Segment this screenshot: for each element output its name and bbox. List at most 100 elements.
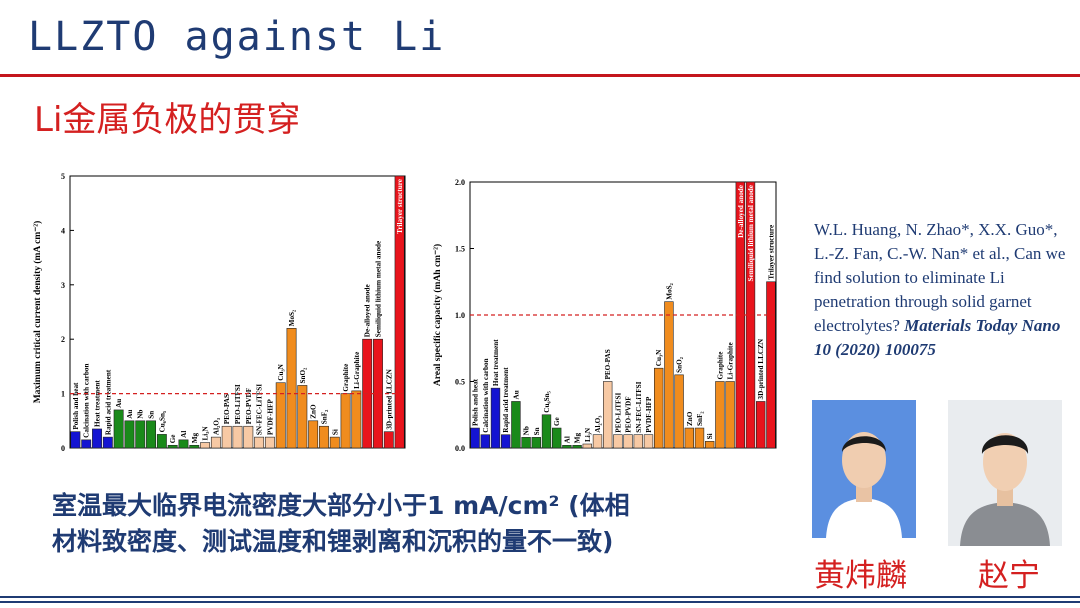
- bar: [470, 427, 480, 449]
- bar: [705, 441, 715, 449]
- bar: [221, 425, 232, 449]
- bar-label: SN-FEC-LiTFSI: [635, 381, 643, 432]
- bar-label: Trilayer structure: [767, 225, 775, 280]
- bar: [654, 367, 664, 449]
- bar: [70, 431, 81, 449]
- bar: [113, 409, 124, 449]
- bar-label: PVDF-HFP: [266, 399, 274, 436]
- bar-label: De-alloyed anode: [364, 284, 372, 337]
- y-tick-label: 5: [61, 172, 65, 181]
- bar: [286, 328, 297, 449]
- bar-label: Nb: [137, 410, 145, 419]
- slide-title: LLZTO against Li: [28, 14, 446, 60]
- bar: [264, 436, 275, 449]
- bar: [92, 428, 102, 449]
- bar-label: Au: [512, 390, 520, 399]
- bar-label: Mg: [191, 432, 199, 443]
- bar-label: Ge: [553, 417, 561, 426]
- bar-label: Sn: [533, 427, 541, 435]
- bar-label: Si: [331, 429, 339, 435]
- bar-label: Semiliquid lithium metal anode: [374, 241, 382, 337]
- bar-label: Ge: [169, 434, 177, 443]
- bar-label: Li-Graphite: [353, 352, 361, 389]
- y-tick-label: 2: [61, 335, 65, 344]
- bar-label: Graphite: [342, 364, 350, 392]
- bar-label: SnO₂: [676, 357, 684, 373]
- bar-label: Li-Graphite: [727, 342, 735, 379]
- title-divider: [0, 74, 1080, 77]
- bar-label: ZnO: [310, 404, 318, 419]
- bar-label: Cu₃N: [655, 349, 663, 366]
- bar: [178, 439, 189, 449]
- bar-label: MoS₂: [288, 310, 296, 327]
- bar-label: Rapid acid treatment: [104, 369, 112, 435]
- bar: [254, 436, 265, 449]
- bar: [541, 414, 552, 449]
- bar: [664, 301, 674, 449]
- bar-label: Heat treatment: [94, 380, 102, 427]
- y-tick-label: 0.0: [455, 444, 465, 453]
- bar-label: 3D-printed LLCZN: [385, 368, 393, 429]
- portrait-photo-2: [948, 400, 1062, 546]
- bar: [582, 443, 592, 449]
- bar: [756, 401, 766, 449]
- bar: [613, 434, 623, 449]
- bar: [275, 382, 286, 449]
- bar-label: Polish and heat: [72, 382, 80, 430]
- bar-label: Trilayer structure: [396, 179, 404, 234]
- conclusion-text: 室温最大临界电流密度大部分小于1 mA/cm² (体相 材料致密度、测试温度和锂…: [52, 488, 792, 560]
- y-tick-label: 2.0: [455, 178, 465, 187]
- bar: [297, 385, 308, 449]
- conclusion-line-2: 材料致密度、测试温度和锂剥离和沉积的量不一致): [52, 527, 614, 556]
- bar-label: PVDF-HFP: [645, 396, 653, 433]
- bar-label: SnO₂: [299, 368, 307, 384]
- bar-label: PEO-PAS: [604, 349, 612, 379]
- bar-label: Au: [126, 410, 134, 419]
- bar: [319, 425, 329, 449]
- bar: [674, 374, 684, 449]
- bar-label: Rapid acid treatment: [502, 367, 510, 433]
- bar-label: Polish and heat: [472, 378, 480, 426]
- bar: [146, 420, 156, 449]
- footer-line-bottom: [0, 601, 1080, 603]
- bar: [531, 437, 541, 449]
- bar: [623, 434, 633, 449]
- bar: [480, 434, 490, 449]
- bar: [81, 439, 92, 449]
- bar: [394, 175, 405, 449]
- bar-label: Cu₆Sn₅: [158, 411, 166, 433]
- bar: [135, 420, 146, 449]
- bar-label: Sn: [148, 411, 156, 419]
- bar-label: Al₂O₃: [594, 416, 602, 433]
- bar-label: Semiliquid lithium metal anode: [747, 185, 755, 281]
- bar: [684, 427, 694, 449]
- bar: [562, 445, 572, 449]
- bar-label: SnF₂: [696, 412, 704, 427]
- bar: [694, 427, 705, 449]
- person-name-1: 黄炜麟: [814, 558, 907, 594]
- bar: [167, 444, 178, 449]
- bar: [592, 434, 603, 449]
- bar: [521, 437, 531, 449]
- citation-text: W.L. Huang, N. Zhao*, X.X. Guo*, L.-Z. F…: [814, 220, 1066, 335]
- bar: [351, 390, 362, 449]
- bar-label: Mg: [574, 433, 582, 444]
- y-axis-label: Areal specific capacity (mAh cm⁻²): [432, 244, 443, 386]
- bar-label: MoS₂: [665, 283, 673, 300]
- bar-label: Cu₆Sn₅: [543, 391, 551, 413]
- bar-label: SnF₂: [320, 410, 328, 425]
- y-axis-label: Maximum critical current density (mA cm⁻…: [32, 221, 43, 404]
- bar: [511, 401, 521, 449]
- areal-capacity-chart: 0.0 0.5 1.0 1.5 2.0 Areal specific capacity (…: [432, 178, 777, 453]
- bar-label: PEO-PVDF: [245, 387, 253, 424]
- bar: [124, 420, 135, 449]
- bar-label: Al: [180, 431, 188, 438]
- y-tick-label: 0.5: [455, 378, 465, 387]
- bar-label: Al₂O₃: [212, 418, 220, 435]
- bar: [210, 436, 221, 449]
- y-tick-label: 0: [61, 444, 65, 453]
- footer-lines: [0, 596, 1080, 608]
- footer-line-top: [0, 596, 1080, 598]
- y-tick-label: 1.0: [455, 311, 465, 320]
- bar-label: Heat treatment: [492, 339, 500, 386]
